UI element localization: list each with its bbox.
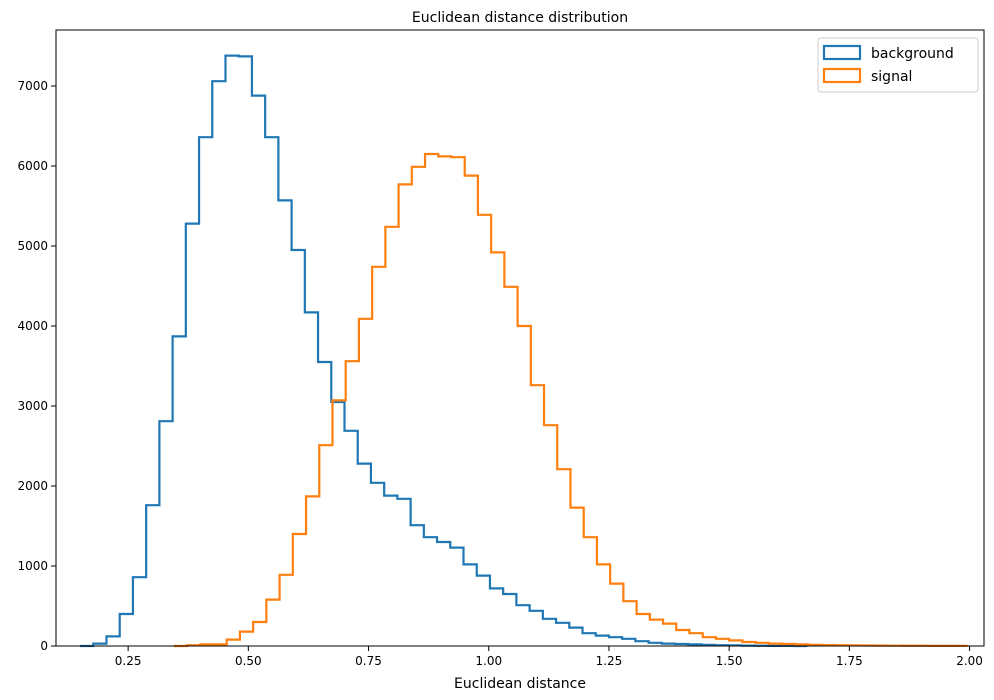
axes: 0.25 0.50 0.75 1.00 1.25 1.50 1.75 2.00 0 1000 200…: [17, 79, 982, 668]
legend-label-signal: signal: [871, 69, 912, 85]
series-group: [80, 54, 969, 648]
y-tick-label: 3000: [17, 399, 48, 413]
y-tick-label: 7000: [17, 79, 48, 93]
y-tick-label: 4000: [17, 319, 48, 333]
y-tick-label: 2000: [17, 479, 48, 493]
series-background-step: [80, 54, 808, 648]
legend-label-background: background: [871, 46, 954, 62]
x-axis-title: Euclidean distance: [454, 676, 586, 692]
x-tick-label: 2.00: [956, 654, 983, 668]
chart-title: Euclidean distance distribution: [412, 10, 628, 26]
y-tick-label: 1000: [17, 559, 48, 573]
x-tick-label: 1.50: [716, 654, 743, 668]
legend-box: [817, 37, 979, 93]
y-tick-label: 6000: [17, 159, 48, 173]
x-tick-label: 0.75: [355, 654, 382, 668]
x-tick-label: 0.50: [235, 654, 262, 668]
plot-frame: [55, 29, 985, 647]
x-tick-label: 1.75: [836, 654, 863, 668]
x-tick-label: 0.25: [115, 654, 142, 668]
y-tick-label: 5000: [17, 239, 48, 253]
legend-swatch-signal: [822, 67, 862, 84]
legend-swatch-background: [822, 44, 862, 61]
x-tick-label: 1.25: [596, 654, 623, 668]
legend: background signal: [817, 37, 979, 93]
series-signal-step: [173, 152, 969, 648]
y-tick-label: 0: [40, 639, 48, 653]
x-tick-label: 1.00: [475, 654, 502, 668]
